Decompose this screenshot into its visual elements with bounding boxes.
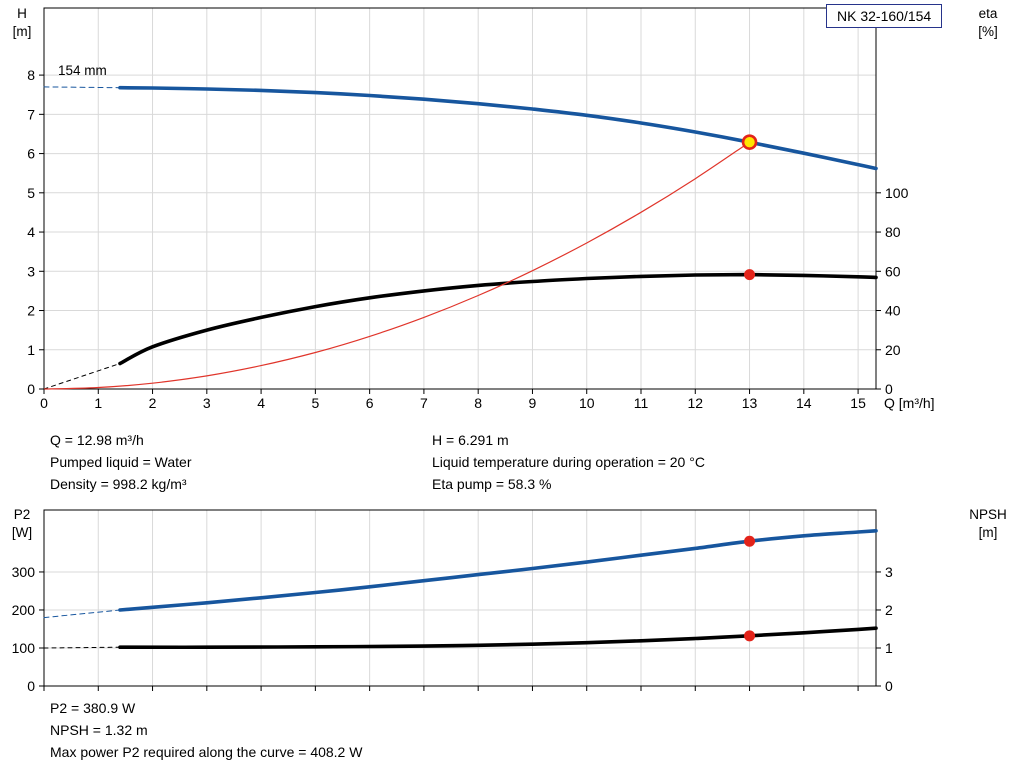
x-axis-label: Q [m³/h] xyxy=(884,395,935,411)
x-tick-label: 13 xyxy=(742,395,758,411)
plot-border xyxy=(43,7,877,390)
x-tick-label: 9 xyxy=(529,395,537,411)
eta-axis-title-line1: eta xyxy=(978,6,998,21)
y-tick-label-right: 1 xyxy=(885,640,893,656)
plot-border xyxy=(43,509,877,687)
y-tick-label-right: 0 xyxy=(885,678,893,694)
y-tick-label-right: 60 xyxy=(885,263,901,279)
duty-info-right-column: H = 6.291 m Liquid temperature during op… xyxy=(432,429,705,495)
x-tick-label: 7 xyxy=(420,395,428,411)
duty-point-npsh[interactable] xyxy=(744,630,756,642)
x-tick-label: 6 xyxy=(366,395,374,411)
p2-axis-title-line1: P2 xyxy=(13,507,31,522)
y-tick-label-left: 200 xyxy=(12,602,36,618)
y-tick-label-left: 8 xyxy=(27,67,35,83)
eta-axis-title-line2: [%] xyxy=(978,24,998,39)
y-tick-label-left: 4 xyxy=(27,224,35,240)
y-tick-label-left: 300 xyxy=(12,564,36,580)
duty-point-efficiency[interactable] xyxy=(744,269,756,281)
npsh-axis-title: NPSH [m] xyxy=(960,506,1016,542)
x-tick-label: 2 xyxy=(149,395,157,411)
y-tick-label-left: 3 xyxy=(27,263,35,279)
p2-axis-title-line2: [W] xyxy=(11,525,33,540)
annotation-flow: Q = 12.98 m³/h xyxy=(50,432,144,448)
npsh-axis-title-line2: [m] xyxy=(978,525,998,540)
head-axis-title-line1: H xyxy=(17,6,27,21)
y-tick-label-right: 80 xyxy=(885,224,901,240)
annotation-npsh: NPSH = 1.32 m xyxy=(50,722,148,738)
y-tick-label-right: 2 xyxy=(885,602,893,618)
annotation-p2: P2 = 380.9 W xyxy=(50,700,136,716)
y-tick-label-right: 40 xyxy=(885,303,901,319)
duty-info-left-column: Q = 12.98 m³/h Pumped liquid = Water Den… xyxy=(50,429,192,495)
x-tick-label: 14 xyxy=(796,395,812,411)
x-tick-label: 15 xyxy=(850,395,866,411)
annotation-eta-pump: Eta pump = 58.3 % xyxy=(432,476,552,492)
annotation-head: H = 6.291 m xyxy=(432,432,509,448)
system-curve xyxy=(43,141,751,390)
y-tick-label-left: 1 xyxy=(27,342,35,358)
duty-point-p2[interactable] xyxy=(744,535,756,547)
efficiency-dashed-lead xyxy=(43,363,121,390)
annotation-max-power: Max power P2 required along the curve = … xyxy=(50,744,363,760)
annotation-pumped-liquid: Pumped liquid = Water xyxy=(50,454,192,470)
p2-curve xyxy=(118,529,878,612)
eta-axis-title: eta [%] xyxy=(968,5,1008,41)
x-tick-label: 1 xyxy=(94,395,102,411)
y-tick-label-left: 7 xyxy=(27,106,35,122)
annotation-density: Density = 998.2 kg/m³ xyxy=(50,476,187,492)
x-tick-label: 0 xyxy=(40,395,48,411)
y-tick-label-right: 100 xyxy=(885,185,909,201)
head-curve xyxy=(118,85,878,171)
y-tick-label-right: 3 xyxy=(885,564,893,580)
y-tick-label-left: 6 xyxy=(27,146,35,162)
x-tick-label: 12 xyxy=(687,395,703,411)
x-tick-label: 5 xyxy=(311,395,319,411)
x-tick-label: 8 xyxy=(474,395,482,411)
y-tick-label-left: 2 xyxy=(27,303,35,319)
npsh-curve xyxy=(118,626,878,650)
power-info-column: P2 = 380.9 W NPSH = 1.32 m Max power P2 … xyxy=(50,697,362,763)
head-axis-title: H [m] xyxy=(4,5,40,41)
y-tick-label-left: 5 xyxy=(27,185,35,201)
impeller-diameter-label: 154 mm xyxy=(58,63,107,78)
duty-point-head[interactable] xyxy=(741,134,758,150)
npsh-axis-title-line1: NPSH xyxy=(969,507,1007,522)
x-tick-label: 3 xyxy=(203,395,211,411)
x-tick-label: 11 xyxy=(634,395,649,411)
y-tick-label-left: 0 xyxy=(27,678,35,694)
annotation-liquid-temperature: Liquid temperature during operation = 20… xyxy=(432,454,705,470)
y-tick-label-right: 0 xyxy=(885,381,893,397)
head-axis-title-line2: [m] xyxy=(12,24,32,39)
y-tick-label-right: 20 xyxy=(885,342,901,358)
x-tick-label: 10 xyxy=(579,395,595,411)
p2-axis-title: P2 [W] xyxy=(4,506,40,542)
head-curve-dashed-lead xyxy=(43,86,121,89)
p2-dashed-lead xyxy=(43,609,121,619)
x-tick-label: 4 xyxy=(257,395,265,411)
pump-model-badge: NK 32-160/154 xyxy=(826,4,943,28)
y-tick-label-left: 0 xyxy=(27,381,35,397)
y-tick-label-left: 100 xyxy=(12,640,36,656)
